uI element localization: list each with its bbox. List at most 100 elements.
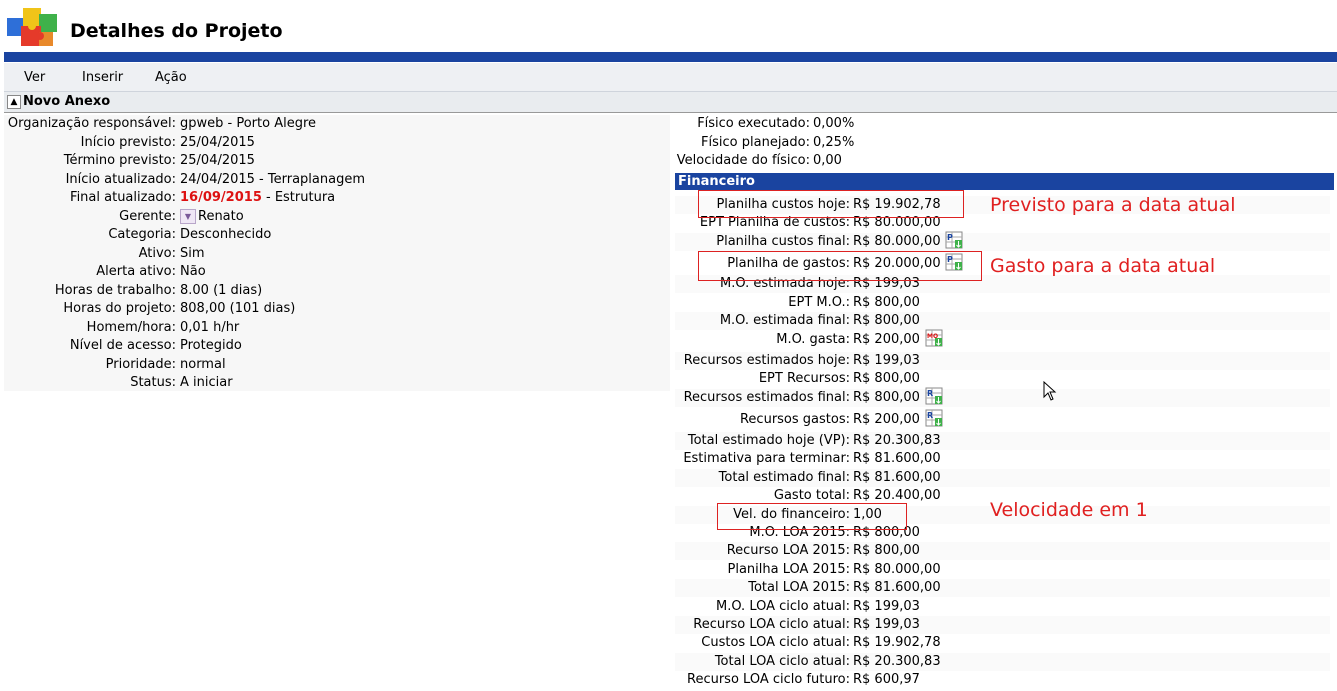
annotation-gasto: Gasto para a data atual — [990, 255, 1216, 277]
financeiro-label: Total estimado hoje (VP): — [687, 433, 850, 448]
financeiro-value: R$ 20.000,00 — [853, 256, 941, 271]
financeiro-label: Recurso LOA ciclo futuro: — [687, 672, 850, 687]
financeiro-value: R$ 600,97 — [853, 672, 920, 687]
detail-label: Prioridade: — [105, 356, 176, 372]
financeiro-row — [675, 233, 1330, 251]
financeiro-value: R$ 800,00 — [853, 543, 920, 558]
detail-label: Término previsto: — [63, 153, 176, 168]
resource-spreadsheet-icon[interactable]: R — [925, 387, 943, 405]
financeiro-value: 1,00 — [853, 507, 882, 522]
resource-spreadsheet-icon[interactable]: R — [925, 409, 943, 427]
annotation-velocidade: Velocidade em 1 — [990, 499, 1148, 521]
detail-value: 808,00 (101 dias) — [180, 301, 296, 316]
financeiro-row — [675, 450, 1330, 468]
detail-value: 0,01 h/hr — [180, 319, 240, 335]
detail-label: Início previsto: — [80, 134, 176, 150]
financeiro-label: Gasto total: — [773, 488, 850, 503]
detail-label: Início atualizado: — [65, 171, 176, 187]
detail-label: Horas de trabalho: — [54, 282, 176, 298]
financeiro-label: Total estimado final: — [718, 470, 850, 485]
menu-acao[interactable]: Ação — [155, 70, 187, 85]
financeiro-label: Recursos estimados final: — [683, 390, 850, 405]
financeiro-row — [675, 524, 1330, 542]
chevron-down-icon[interactable]: ▼ — [180, 208, 196, 224]
financeiro-label: M.O. estimada hoje: — [720, 276, 850, 291]
section-novo-anexo: ▲ Novo Anexo — [4, 92, 1337, 113]
financeiro-value: R$ 20.300,83 — [853, 433, 941, 448]
physical-label: Velocidade do físico: — [676, 153, 810, 168]
financeiro-label: Planilha custos hoje: — [716, 197, 850, 212]
detail-value-text: - Estrutura — [261, 190, 336, 205]
menu-inserir[interactable]: Inserir — [82, 70, 124, 85]
detail-value: 24/04/2015 - Terraplanagem — [180, 171, 365, 187]
financeiro-row — [675, 275, 1330, 293]
financeiro-value: R$ 81.600,00 — [853, 470, 941, 485]
financeiro-value: R$ 20.400,00 — [853, 488, 941, 503]
financeiro-label: M.O. gasta: — [776, 332, 850, 347]
financeiro-label: Planilha custos final: — [716, 234, 850, 249]
financeiro-row — [675, 579, 1330, 597]
financeiro-row — [675, 331, 1330, 349]
detail-value: normal — [180, 356, 226, 372]
financeiro-row — [675, 214, 1330, 232]
financeiro-row — [675, 255, 1330, 273]
financeiro-value: R$ 800,00 — [853, 371, 920, 386]
financeiro-header: Financeiro — [675, 173, 1334, 190]
detail-value: Desconhecido — [180, 227, 272, 242]
detail-label: Homem/hora: — [86, 319, 176, 335]
financeiro-value: R$ 800,00 — [853, 390, 920, 405]
svg-text:MO: MO — [927, 333, 938, 340]
spreadsheet-icon[interactable]: P — [945, 231, 963, 249]
manager-name[interactable]: Renato — [198, 208, 244, 224]
physical-label: Físico executado: — [697, 116, 810, 131]
financeiro-label: Total LOA 2015: — [748, 580, 850, 595]
financeiro-value: R$ 80.000,00 — [853, 234, 941, 249]
financeiro-row — [675, 370, 1330, 388]
financeiro-row — [675, 671, 1330, 689]
financeiro-value: R$ 19.902,78 — [853, 197, 941, 212]
detail-label: Categoria: — [108, 227, 176, 242]
financeiro-value: R$ 81.600,00 — [853, 451, 941, 466]
annotation-box-gasto — [698, 251, 982, 281]
svg-text:P: P — [947, 255, 953, 264]
detail-value: Não — [180, 264, 206, 279]
financeiro-label: EPT Planilha de custos: — [699, 215, 850, 230]
mouse-cursor-icon — [1043, 381, 1057, 401]
physical-label: Físico planejado: — [701, 134, 810, 150]
financeiro-row — [675, 294, 1330, 312]
detail-value: Sim — [180, 245, 205, 261]
detail-value: 8.00 (1 dias) — [180, 282, 263, 298]
financeiro-label: Planilha de gastos: — [727, 256, 850, 271]
menu-bar: Ver Inserir Ação — [4, 63, 1337, 92]
spreadsheet-icon[interactable]: P — [945, 253, 963, 271]
financeiro-label: Recurso LOA ciclo atual: — [693, 617, 850, 632]
financeiro-label: Recursos estimados hoje: — [683, 353, 850, 368]
menu-ver[interactable]: Ver — [24, 70, 46, 85]
financeiro-row — [675, 634, 1330, 652]
detail-value: 25/04/2015 — [180, 134, 255, 150]
financeiro-label: M.O. estimada final: — [719, 313, 850, 328]
detail-label: Ativo: — [138, 245, 176, 261]
detail-value: A iniciar — [180, 375, 233, 390]
physical-value: 0,25% — [813, 134, 855, 150]
financeiro-label: Recurso LOA 2015: — [726, 543, 850, 558]
financeiro-row — [675, 616, 1330, 634]
financeiro-label: Custos LOA ciclo atual: — [701, 635, 850, 650]
financeiro-value: R$ 800,00 — [853, 313, 920, 328]
project-details-panel — [4, 115, 670, 391]
financeiro-value: R$ 200,00 — [853, 412, 920, 427]
collapse-up-icon[interactable]: ▲ — [7, 95, 21, 109]
mo-spreadsheet-icon[interactable]: MO — [925, 329, 943, 347]
financeiro-value: R$ 80.000,00 — [853, 562, 941, 577]
financeiro-row — [675, 542, 1330, 560]
detail-label: Horas do projeto: — [63, 301, 176, 316]
physical-value: 0,00% — [813, 116, 855, 131]
financeiro-label: Total LOA ciclo atual: — [714, 654, 850, 669]
financeiro-label: EPT M.O.: — [788, 295, 850, 310]
financeiro-value: R$ 20.300,83 — [853, 654, 941, 669]
annotation-box-velocidade — [717, 503, 907, 530]
financeiro-row — [675, 469, 1330, 487]
detail-label: Nível de acesso: — [69, 338, 176, 353]
detail-label: Final atualizado: — [70, 190, 176, 205]
financeiro-value: R$ 800,00 — [853, 295, 920, 310]
